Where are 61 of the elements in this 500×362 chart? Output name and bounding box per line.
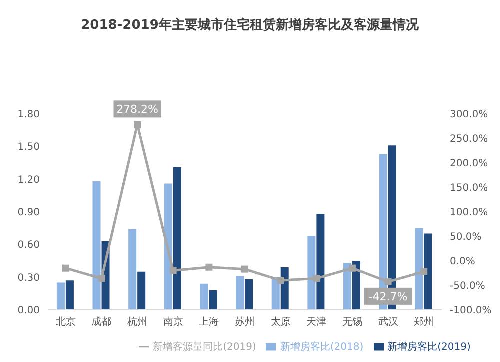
x-tick-label: 苏州: [235, 316, 255, 328]
data-label: -42.7%: [368, 290, 408, 304]
y-tick-label: 1.50: [18, 142, 40, 154]
y-tick-label: 0.60: [18, 240, 40, 252]
y2-tick-label: -100.0%: [450, 306, 492, 317]
y-tick-label: 1.20: [18, 174, 40, 186]
bar: [138, 272, 146, 310]
y2-tick-label: 100.0%: [450, 208, 488, 219]
legend-label: 新增房客比(2019): [388, 342, 471, 353]
y2-tick-label: -50.0%: [450, 281, 486, 292]
x-tick-label: 成都: [92, 316, 112, 328]
bar: [200, 284, 208, 310]
bar: [66, 280, 74, 310]
y-tick-label: 1.80: [18, 110, 40, 121]
bar: [173, 167, 182, 310]
x-tick-label: 上海: [199, 316, 220, 328]
bar: [92, 182, 101, 310]
legend-label: 新增客源量同比(2019): [153, 342, 256, 353]
x-tick-label: 杭州: [126, 316, 148, 328]
bar: [128, 229, 137, 310]
point: [134, 121, 142, 128]
y2-tick-label: 200.0%: [450, 158, 488, 170]
bar: [164, 184, 172, 310]
point: [242, 266, 248, 273]
bar: [308, 236, 316, 310]
bar: [424, 234, 432, 310]
bar: [236, 276, 244, 310]
bar: [316, 214, 325, 310]
x-tick-label: 无锡: [342, 317, 362, 328]
bar: [344, 263, 352, 310]
bar: [415, 228, 424, 310]
x-tick-label: 北京: [56, 316, 76, 328]
y2-tick-label: 250.0%: [450, 134, 488, 146]
point: [98, 275, 106, 282]
point: [384, 278, 392, 286]
data-label: 278.2%: [116, 103, 159, 116]
y-tick-label: 0.30: [18, 272, 40, 284]
point: [313, 275, 320, 282]
bar: [56, 282, 65, 310]
x-tick-label: 南京: [163, 316, 184, 328]
point: [348, 264, 356, 272]
y-tick-label: 0.90: [18, 208, 40, 219]
x-tick-label: 天津: [306, 316, 327, 328]
legend-label: 新增房客比(2018): [280, 342, 364, 353]
y2-tick-label: 300.0%: [450, 110, 488, 121]
point: [206, 264, 213, 271]
chart-title: 2018-2019年主要城市住宅租赁新增房客比及客源量情况: [80, 16, 420, 35]
y2-tick-label: 150.0%: [450, 183, 488, 194]
x-tick-label: 太原: [270, 316, 291, 328]
point: [420, 268, 428, 276]
y-tick-label: 0.00: [18, 306, 40, 317]
bar: [245, 280, 254, 310]
point: [277, 277, 284, 284]
point: [170, 267, 177, 274]
bar: [209, 290, 218, 310]
x-tick-label: 武汉: [378, 316, 398, 328]
y2-tick-label: 0.0%: [450, 256, 476, 268]
y2-tick-label: 50.0%: [450, 232, 482, 244]
bar: [352, 261, 360, 310]
point: [62, 264, 70, 272]
x-tick-label: 郑州: [414, 316, 434, 328]
